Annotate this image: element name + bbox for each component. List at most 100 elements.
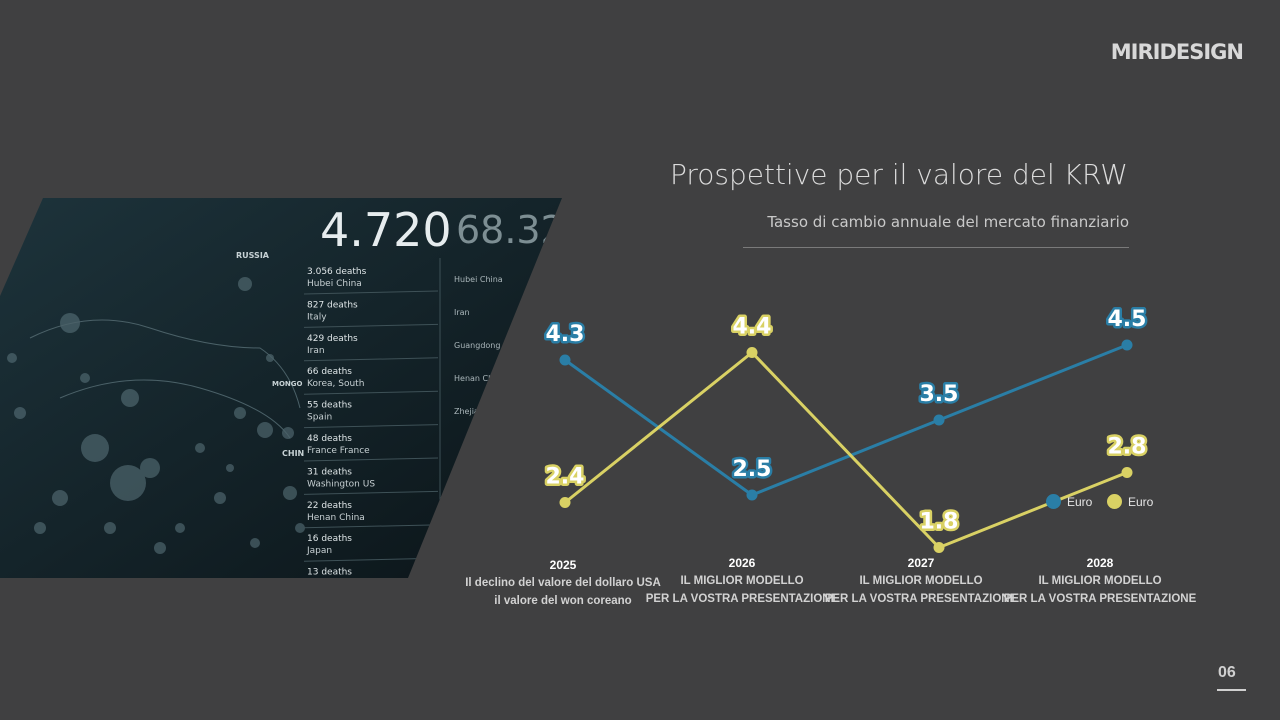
series-2-data-label: 1.8 [920, 510, 959, 535]
series-2-point [746, 347, 758, 358]
map-bubble [257, 422, 273, 438]
category-2028: 2028 IL MIGLIOR MODELLO PER LA VOSTRA PR… [990, 554, 1210, 608]
map-bubble [250, 538, 260, 548]
series-1-data-label: 3.5 [920, 382, 959, 407]
map-label-russia: RUSSIA [236, 251, 270, 260]
map-bubble [81, 434, 109, 462]
list-divider [303, 490, 439, 495]
category-year: 2026 [728, 556, 756, 570]
list-divider [303, 457, 439, 462]
map-bubble [226, 464, 234, 472]
death-place: Italy [307, 312, 327, 322]
category-desc-line2: PER LA VOSTRA PRESENTAZIONE [1003, 593, 1197, 605]
map-bubble [34, 522, 46, 534]
series-2-point [559, 497, 571, 508]
map-label-mongolia: MONGO [272, 380, 303, 388]
list-divider [303, 357, 439, 362]
category-year: 2028 [1086, 556, 1114, 570]
death-count: 429 deaths [307, 334, 358, 344]
legend-swatch-1 [1046, 494, 1061, 509]
series-line-2 [564, 351, 1128, 549]
category-2027: 2027 IL MIGLIOR MODELLO PER LA VOSTRA PR… [811, 554, 1031, 608]
map-bubble [140, 458, 160, 478]
series-line-1 [564, 343, 1128, 497]
death-count: 22 deaths [307, 501, 352, 511]
big-number-1: 4.720 [320, 203, 452, 257]
map-bubble [238, 277, 252, 291]
category-desc-line1: IL MIGLIOR MODELLO [859, 575, 983, 587]
category-2025: 2025 Il declino del valore del dollaro U… [453, 556, 673, 610]
map-bubble [154, 542, 166, 554]
legend-label-2: Euro [1128, 494, 1154, 509]
case-place: Zhejia [454, 407, 479, 416]
map-bubble [175, 523, 185, 533]
map-bubble [14, 407, 26, 419]
death-place: Korea, South [307, 379, 364, 389]
list-divider [303, 524, 439, 529]
death-count: 827 deaths [307, 300, 358, 310]
map-bubble [283, 486, 297, 500]
death-place: Japan [306, 546, 332, 556]
category-year: 2025 [549, 558, 577, 572]
death-place: Washington US [307, 479, 375, 489]
category-2026: 2026 IL MIGLIOR MODELLO PER LA VOSTRA PR… [632, 554, 852, 608]
legend-label-1: Euro [1067, 494, 1093, 509]
case-place: Guangdong Ch [454, 341, 514, 350]
list-divider [303, 557, 439, 562]
dashboard-photo: RUSSIA MONGO CHIN 4.720 68.324 3.056 dea… [0, 198, 562, 578]
death-count: 48 deaths [307, 434, 352, 444]
brand-logo: MIRIDESIGN [1110, 40, 1244, 64]
chart-subtitle: Tasso di cambio annuale del mercato fina… [767, 213, 1129, 231]
legend-swatch-2 [1107, 494, 1122, 509]
series-2-data-label: 2.4 [546, 465, 585, 490]
death-count: 55 deaths [307, 401, 352, 411]
series-1-point [1121, 339, 1133, 351]
map-bubble [234, 407, 246, 419]
title-divider [743, 247, 1129, 248]
legend-item-2: Euro [1107, 494, 1153, 509]
case-place: Hubei China [454, 275, 503, 284]
page-number: 06 [1218, 664, 1236, 681]
death-count: 66 deaths [307, 367, 352, 377]
map-bubble [195, 443, 205, 453]
death-count: 13 deaths [307, 568, 352, 578]
series-1-point [559, 354, 571, 366]
series-2-data-label: 4.4 [733, 315, 772, 340]
category-desc-line1: Il declino del valore del dollaro USA [465, 577, 661, 589]
category-desc-line2: il valore del won coreano [494, 595, 632, 607]
map-bubble [80, 373, 90, 383]
list-divider [303, 424, 439, 429]
legend-item-1: Euro [1046, 494, 1092, 509]
map-bubble [52, 490, 68, 506]
map-bubble [295, 523, 305, 533]
map-bubble [266, 354, 274, 362]
map-bubble [214, 492, 226, 504]
series-1-data-label: 4.3 [546, 322, 585, 347]
series-2-data-label: 2.8 [1108, 435, 1147, 460]
series-1-data-label: 4.5 [1108, 307, 1147, 332]
map-bubble [110, 465, 146, 501]
series-2-point [1121, 467, 1133, 478]
list-divider [303, 290, 439, 295]
chart-title: Prospettive per il valore del KRW [669, 158, 1128, 191]
death-count: 16 deaths [307, 534, 352, 544]
death-place: Henan China [307, 513, 365, 523]
death-place: Spain [307, 413, 332, 423]
map-bubble [282, 427, 294, 439]
death-count: 3.056 deaths [307, 267, 367, 277]
case-place: Iran [454, 308, 470, 317]
map-bubble [104, 522, 116, 534]
list-divider [303, 390, 439, 395]
death-place: Iran [307, 346, 325, 356]
map-bubble [7, 353, 17, 363]
map-label-china: CHIN [282, 449, 304, 458]
death-place: Hubei China [307, 279, 362, 289]
series-1-data-label: 2.5 [733, 457, 772, 482]
series-1-point [933, 414, 945, 426]
death-place: France France [307, 446, 370, 456]
category-year: 2027 [907, 556, 935, 570]
page-number-underline [1217, 689, 1246, 691]
series-2-point [933, 542, 945, 553]
category-desc-line1: IL MIGLIOR MODELLO [1038, 575, 1162, 587]
